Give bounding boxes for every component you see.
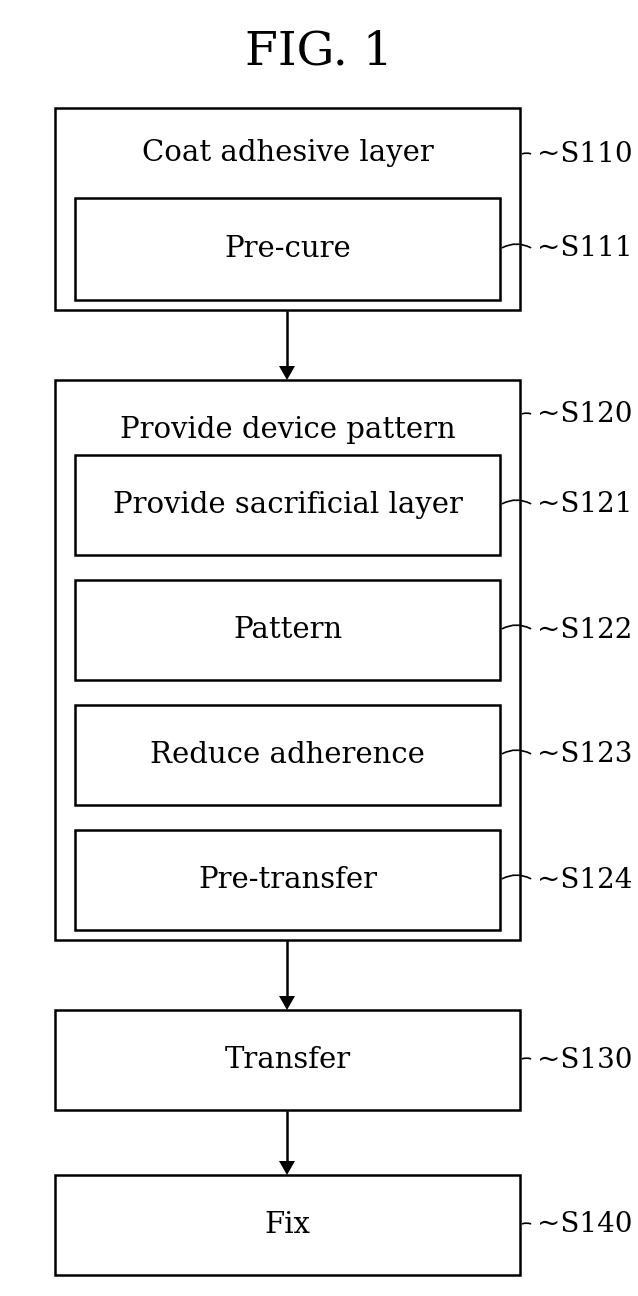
Bar (75, 829, 500, 931)
Bar (55, 1175, 520, 1275)
Bar (55, 380, 520, 940)
Bar (55, 1010, 520, 1109)
Polygon shape (279, 997, 295, 1010)
Text: ~S140: ~S140 (537, 1212, 632, 1239)
Bar (75, 581, 500, 680)
Text: Pre-cure: Pre-cure (224, 235, 351, 263)
Text: ~S111: ~S111 (537, 236, 633, 263)
Text: Pattern: Pattern (233, 616, 342, 644)
Text: ~S122: ~S122 (537, 617, 632, 644)
Text: ~S124: ~S124 (537, 867, 632, 893)
Text: ~S121: ~S121 (537, 491, 632, 518)
Text: Transfer: Transfer (225, 1046, 350, 1074)
Bar (75, 705, 500, 805)
Text: FIG. 1: FIG. 1 (245, 30, 393, 75)
Polygon shape (279, 365, 295, 380)
Bar (55, 108, 520, 310)
Bar (75, 455, 500, 555)
Text: Provide device pattern: Provide device pattern (120, 416, 456, 445)
Text: Coat adhesive layer: Coat adhesive layer (142, 139, 433, 167)
Text: ~S123: ~S123 (537, 741, 632, 769)
Text: Reduce adherence: Reduce adherence (150, 741, 425, 769)
Text: ~S120: ~S120 (537, 402, 632, 429)
Text: ~S110: ~S110 (537, 141, 633, 168)
Text: Fix: Fix (265, 1210, 311, 1239)
Text: Provide sacrificial layer: Provide sacrificial layer (112, 491, 463, 518)
Polygon shape (279, 1161, 295, 1175)
Text: Pre-transfer: Pre-transfer (198, 866, 377, 894)
Text: ~S130: ~S130 (537, 1046, 632, 1073)
Bar (75, 198, 500, 299)
